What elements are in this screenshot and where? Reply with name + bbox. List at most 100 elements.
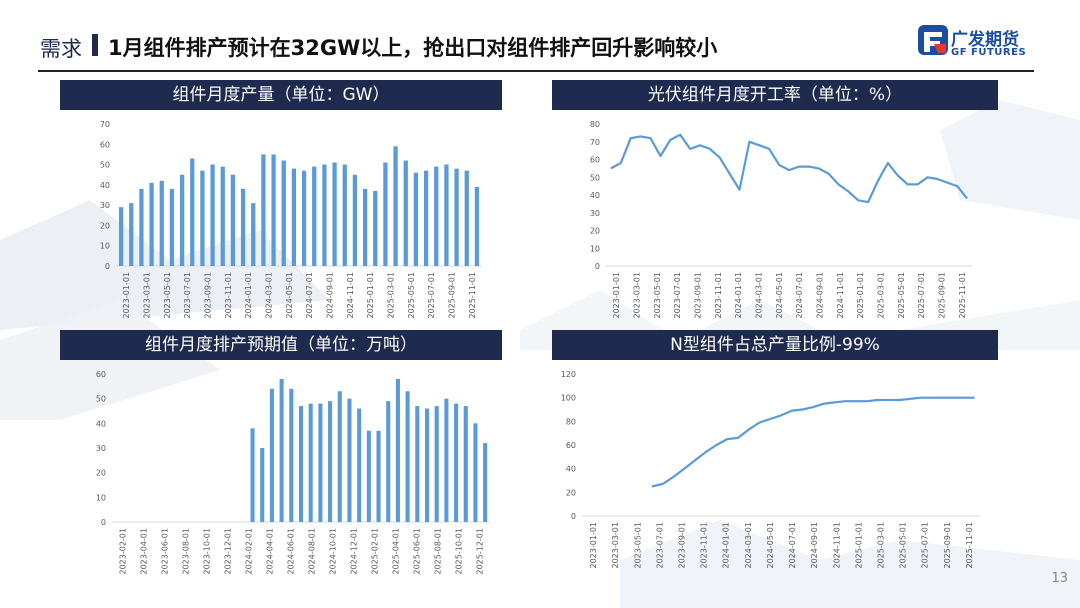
- x-tick-label: 2025-07-01: [921, 522, 930, 569]
- x-tick-label: 2025-11-01: [965, 522, 974, 569]
- bar: [413, 172, 419, 266]
- y-tick-label: 30: [96, 444, 106, 453]
- x-tick-label: 2025-05-01: [899, 522, 908, 569]
- bar: [454, 168, 459, 266]
- bar: [149, 182, 154, 266]
- y-tick-label: 40: [566, 465, 576, 474]
- y-tick-label: 70: [100, 120, 110, 129]
- bar: [269, 388, 274, 522]
- bar: [357, 408, 362, 522]
- y-tick-label: 100: [561, 394, 576, 403]
- x-tick-label: 2025-12-01: [476, 528, 485, 575]
- x-tick-label: 2025-08-01: [434, 528, 443, 575]
- y-tick-label: 20: [566, 488, 576, 497]
- bar: [169, 188, 175, 266]
- bar: [424, 408, 430, 522]
- x-tick-label: 2024-01-01: [722, 522, 731, 569]
- bar: [483, 443, 488, 522]
- x-tick-label: 2024-09-01: [810, 522, 819, 569]
- x-tick-label: 2025-04-01: [392, 528, 401, 575]
- gf-logo-icon: [918, 25, 948, 55]
- x-tick-label: 2023-09-01: [204, 272, 213, 319]
- bar: [434, 406, 439, 522]
- y-tick-label: 20: [590, 227, 600, 236]
- y-tick-label: 50: [100, 161, 110, 170]
- slide-title: 1月组件排产预计在32GW以上，抢出口对组件排产回升影响较小: [108, 36, 718, 60]
- x-tick-label: 2024-02-01: [245, 528, 254, 575]
- bar: [362, 188, 368, 266]
- panel-title-module-schedule: 组件月度排产预期值（单位：万吨）: [60, 330, 502, 360]
- x-tick-label: 2023-03-01: [143, 272, 152, 319]
- bar: [342, 164, 347, 266]
- x-tick-label: 2025-01-01: [366, 272, 375, 319]
- x-tick-label: 2025-05-01: [897, 272, 906, 319]
- x-tick-label: 2025-11-01: [468, 272, 477, 319]
- bar: [271, 154, 276, 266]
- y-tick-label: 10: [590, 244, 600, 253]
- bar: [250, 428, 255, 522]
- x-tick-label: 2023-12-01: [224, 528, 233, 575]
- x-tick-label: 2025-06-01: [413, 528, 422, 575]
- bar: [405, 391, 410, 522]
- x-tick-label: 2024-11-01: [346, 272, 355, 319]
- x-tick-label: 2023-07-01: [655, 522, 664, 569]
- y-tick-label: 80: [566, 417, 576, 426]
- x-tick-label: 2025-03-01: [877, 522, 886, 569]
- x-tick-label: 2024-11-01: [836, 272, 845, 319]
- bar: [291, 168, 297, 266]
- x-tick-label: 2025-09-01: [943, 522, 952, 569]
- x-tick-label: 2024-12-01: [350, 528, 359, 575]
- x-tick-label: 2023-11-01: [700, 522, 709, 569]
- bar: [118, 207, 124, 266]
- bar: [434, 166, 439, 266]
- bar: [281, 160, 286, 266]
- x-tick-label: 2024-07-01: [795, 272, 804, 319]
- bar: [423, 170, 429, 266]
- bar: [200, 170, 205, 266]
- x-tick-label: 2025-09-01: [938, 272, 947, 319]
- x-tick-label: 2023-04-01: [140, 528, 149, 575]
- bar: [373, 190, 378, 266]
- x-tick-label: 2023-01-01: [122, 272, 131, 319]
- bar: [251, 203, 256, 266]
- x-tick-label: 2023-11-01: [224, 272, 233, 319]
- panel-title-operating-rate: 光伏组件月度开工率（单位：%）: [552, 80, 998, 110]
- x-tick-label: 2024-03-01: [265, 272, 274, 319]
- series-line: [610, 133, 968, 204]
- header-rule: [38, 70, 1034, 72]
- bar: [190, 158, 195, 266]
- y-tick-label: 60: [566, 441, 576, 450]
- x-tick-label: 2023-03-01: [611, 522, 620, 569]
- bar: [220, 166, 225, 266]
- bar: [328, 401, 333, 522]
- x-tick-label: 2023-02-01: [119, 528, 128, 575]
- bar: [332, 162, 337, 266]
- x-tick-label: 2023-11-01: [714, 272, 723, 319]
- y-tick-label: 0: [571, 512, 576, 521]
- x-tick-label: 2024-09-01: [326, 272, 335, 319]
- x-tick-label: 2024-01-01: [734, 272, 743, 319]
- y-tick-label: 40: [590, 191, 600, 200]
- y-tick-label: 20: [96, 469, 106, 478]
- bar: [366, 430, 371, 522]
- x-tick-label: 2025-01-01: [854, 522, 863, 569]
- panel-title-module-output: 组件月度产量（单位：GW）: [60, 80, 502, 110]
- bar: [210, 164, 215, 266]
- x-tick-label: 2023-09-01: [694, 272, 703, 319]
- x-tick-label: 2023-07-01: [183, 272, 192, 319]
- bar: [393, 146, 398, 266]
- x-tick-label: 2023-05-01: [633, 522, 642, 569]
- bar: [129, 203, 134, 266]
- page-number: 13: [1051, 571, 1068, 586]
- bar: [463, 406, 468, 522]
- bar: [322, 164, 327, 266]
- y-tick-label: 40: [96, 419, 106, 428]
- x-tick-label: 2025-07-01: [917, 272, 926, 319]
- x-tick-label: 2025-09-01: [448, 272, 457, 319]
- bar: [240, 188, 246, 266]
- x-tick-label: 2023-10-01: [203, 528, 212, 575]
- y-tick-label: 70: [590, 138, 600, 147]
- chart-n-type-share: 0 20 40 60 80 100 120 2023-01-01 2023-03-01 2023-…: [561, 370, 980, 569]
- x-tick-label: 2024-08-01: [308, 528, 317, 575]
- bar: [444, 398, 449, 522]
